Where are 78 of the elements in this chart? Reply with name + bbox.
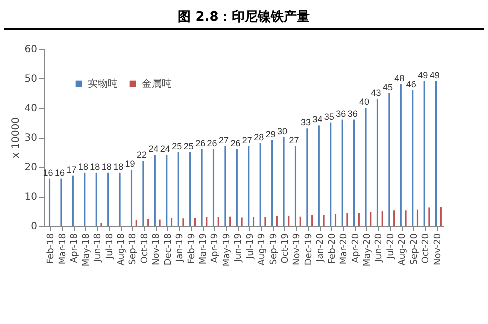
x-tick-label: Apr-18: [70, 233, 80, 264]
data-label: 18: [114, 162, 124, 172]
x-tick-label: Sep-18: [128, 233, 139, 266]
x-tick-label: Aug-18: [117, 233, 128, 266]
x-tick-label: Apr-19: [210, 233, 221, 264]
data-label: 22: [136, 150, 148, 160]
x-tick-label: Jul-20: [386, 233, 396, 260]
y-tick-label: 50: [24, 74, 38, 85]
x-tick-label: Nov-18: [152, 233, 162, 266]
x-tick-label: Aug-20: [398, 233, 408, 266]
x-tick-label: Mar-19: [199, 233, 210, 265]
x-tick-label: Oct-18: [140, 233, 150, 264]
data-label: 19: [125, 158, 136, 169]
data-label: 36: [348, 108, 358, 119]
x-tick-label: Jul-18: [105, 233, 116, 260]
data-label: 18: [78, 162, 88, 172]
data-label: 45: [382, 82, 393, 92]
x-tick-label: May-20: [362, 233, 373, 267]
data-label: 27: [289, 135, 300, 146]
legend-label: 实物吨: [88, 78, 118, 90]
data-label: 26: [230, 138, 241, 148]
x-tick-label: Jun-18: [94, 233, 104, 264]
data-label: 18: [102, 162, 112, 172]
data-label: 43: [371, 88, 382, 98]
x-tick-label: Sep-19: [269, 233, 280, 266]
x-tick-label: Apr-20: [351, 233, 362, 264]
x-tick-label: Jan-19: [176, 233, 186, 264]
legend-label: 金属吨: [142, 78, 172, 90]
x-tick-label: Sep-20: [410, 233, 420, 266]
data-label: 25: [172, 141, 182, 152]
x-tick-label: Feb-18: [46, 233, 57, 264]
x-tick-label: Jun-19: [234, 233, 244, 264]
data-label: 48: [394, 73, 405, 84]
x-tick-label: Jun-20: [374, 233, 385, 264]
x-tick-label: Oct-19: [280, 233, 291, 264]
data-label: 26: [207, 138, 218, 148]
data-label: 46: [406, 79, 416, 90]
x-tick-label: Mar-18: [58, 233, 68, 265]
data-label: 35: [324, 112, 334, 122]
y-tick-label: 0: [31, 222, 38, 232]
x-tick-label: Mar-20: [340, 233, 350, 265]
data-label: 49: [430, 70, 440, 80]
x-tick-label: Nov-20: [433, 233, 444, 266]
x-tick-label: Jan-20: [316, 233, 326, 264]
data-label: 28: [254, 132, 264, 142]
y-axis-title: x 10000: [10, 118, 22, 158]
chart-title: 图 2.8：印尼镍铁产量: [4, 0, 484, 30]
x-tick-label: Nov-19: [292, 233, 303, 266]
data-label: 29: [266, 129, 276, 140]
x-tick-label: Feb-19: [187, 233, 198, 264]
data-label: 25: [184, 141, 194, 152]
y-tick-label: 60: [24, 44, 38, 56]
data-label: 30: [278, 126, 288, 136]
y-tick-label: 10: [24, 192, 38, 203]
data-label: 36: [336, 108, 346, 119]
data-label: 27: [218, 135, 229, 146]
data-label: 33: [300, 118, 311, 128]
x-tick-label: Jul-19: [246, 233, 256, 260]
y-tick-label: 20: [24, 162, 38, 174]
x-tick-label: May-19: [222, 233, 232, 267]
data-label: 49: [418, 70, 428, 80]
data-label: 18: [90, 162, 100, 172]
data-label: 27: [242, 135, 252, 146]
x-tick-label: Aug-19: [258, 233, 268, 266]
x-tick-label: May-18: [82, 233, 92, 267]
data-label: 40: [360, 97, 370, 107]
data-label: 24: [160, 144, 170, 154]
y-tick-label: 40: [24, 104, 38, 114]
data-label: 16: [55, 168, 66, 178]
x-tick-label: Dec-19: [304, 233, 314, 266]
x-tick-label: Dec-18: [164, 233, 174, 266]
x-tick-label: Feb-20: [328, 233, 338, 264]
data-label: 17: [66, 164, 77, 175]
data-label: 26: [196, 138, 206, 148]
x-tick-label: Oct-20: [422, 233, 432, 264]
data-label: 34: [312, 114, 323, 125]
data-label: 24: [148, 144, 159, 154]
y-tick-label: 30: [24, 133, 38, 144]
